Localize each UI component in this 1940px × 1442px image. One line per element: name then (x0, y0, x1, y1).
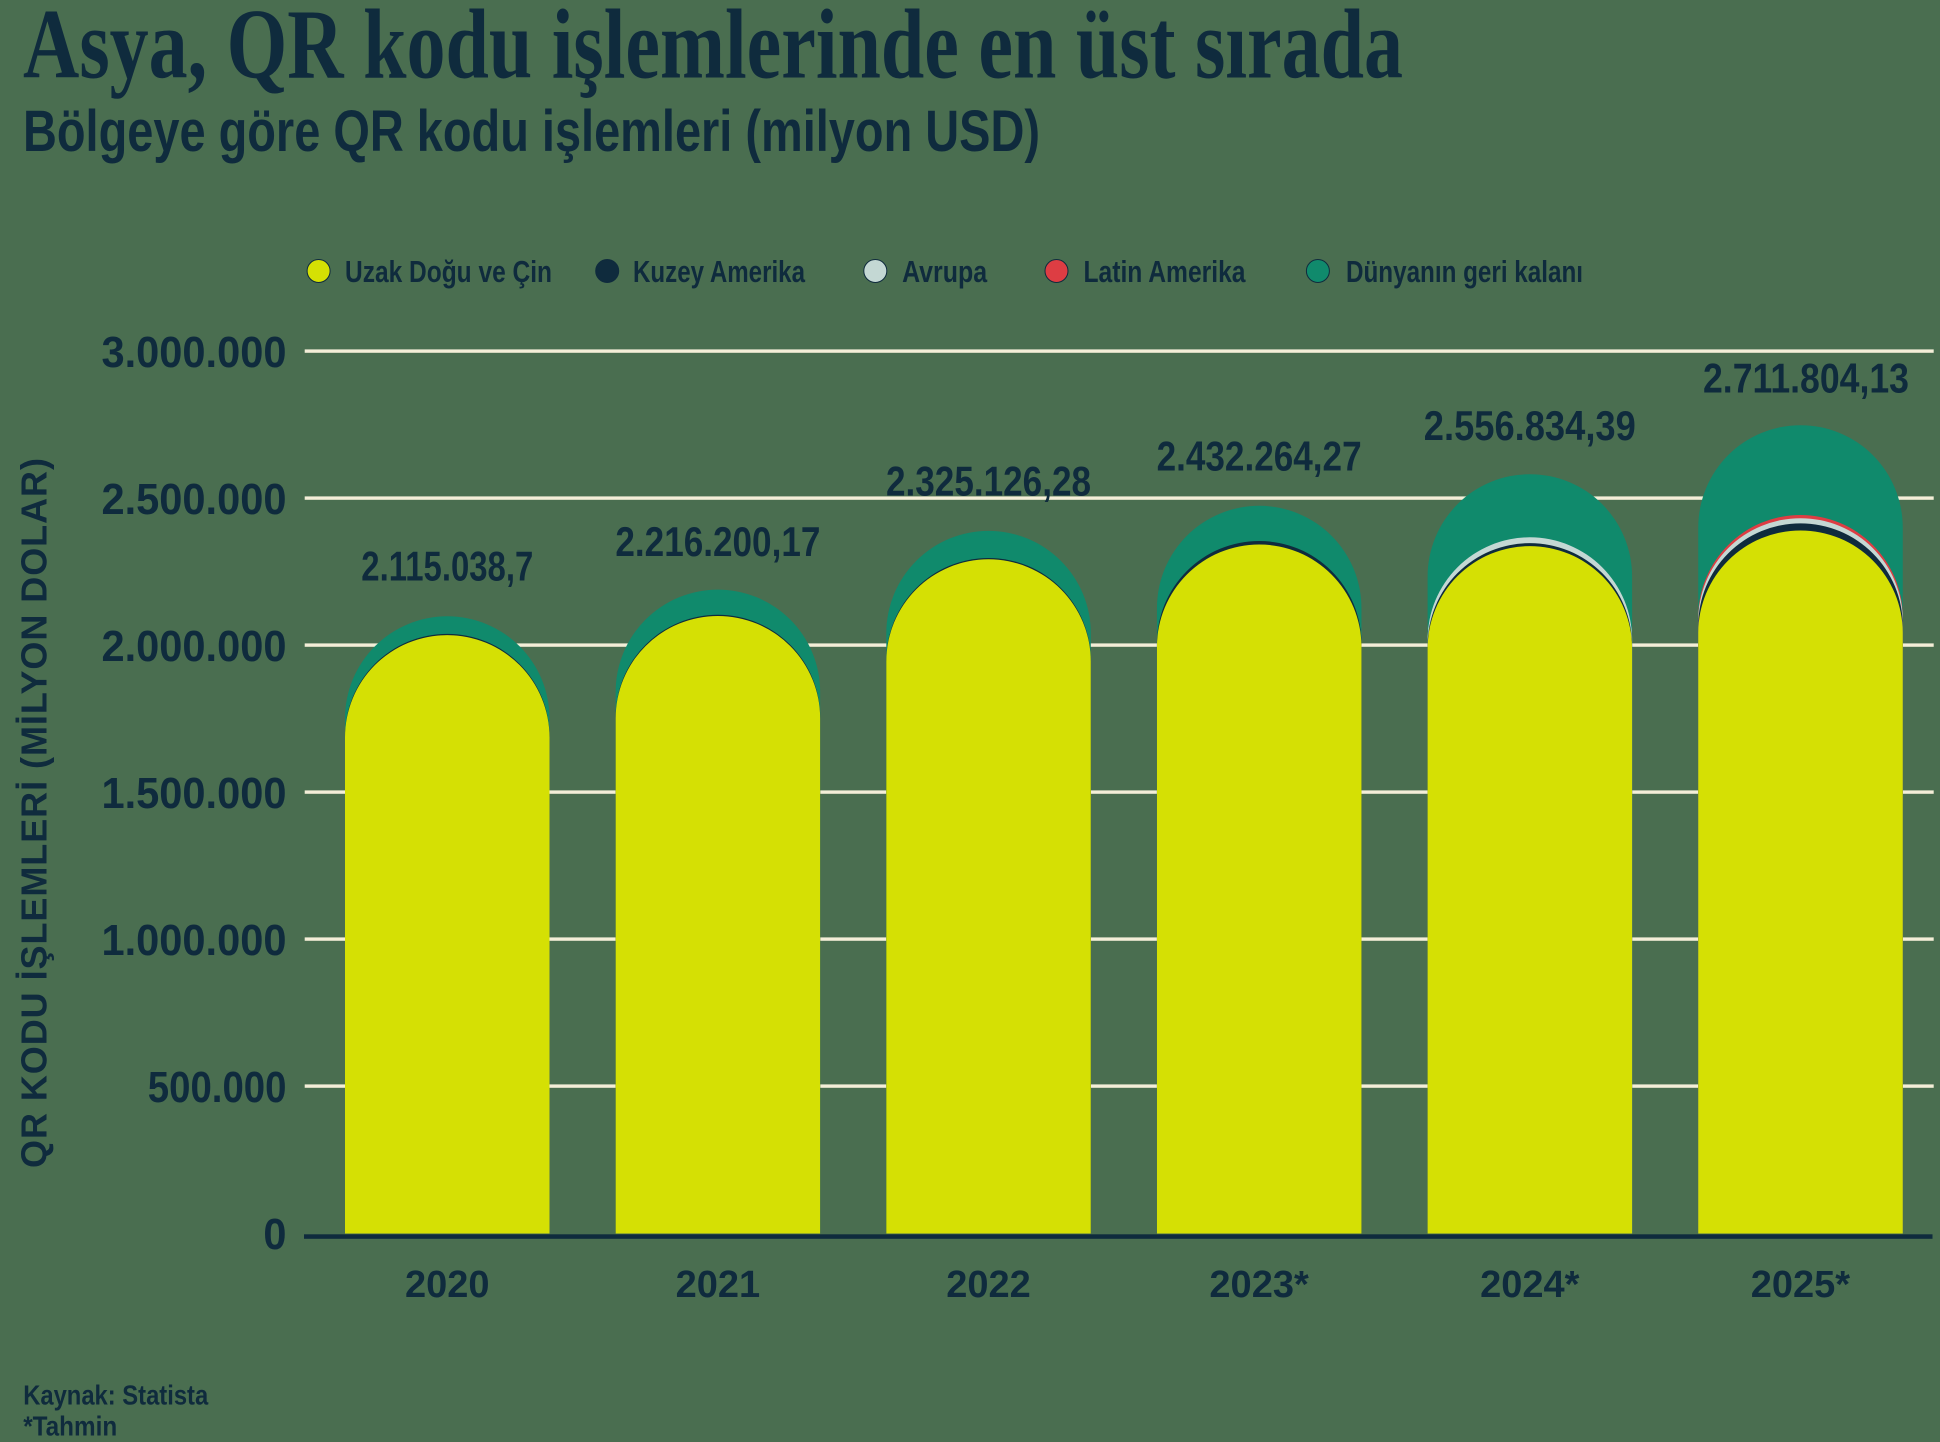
svg-text:*Tahmin: *Tahmin (23, 1411, 117, 1442)
svg-text:2.216.200,17: 2.216.200,17 (615, 518, 820, 565)
svg-text:Kaynak: Statista: Kaynak: Statista (23, 1380, 208, 1411)
svg-text:Latin Amerika: Latin Amerika (1084, 254, 1247, 289)
svg-text:2023*: 2023* (1209, 1264, 1309, 1306)
svg-text:QR KODU İŞLEMLERİ (MİLYON DOLA: QR KODU İŞLEMLERİ (MİLYON DOLAR) (14, 458, 55, 1168)
svg-text:2024*: 2024* (1480, 1264, 1580, 1306)
svg-text:Asya, QR kodu işlemlerinde en: Asya, QR kodu işlemlerinde en üst sırada (23, 0, 1403, 100)
svg-text:Kuzey Amerika: Kuzey Amerika (633, 254, 806, 289)
svg-text:2022: 2022 (946, 1264, 1031, 1306)
svg-text:2.325.126,28: 2.325.126,28 (886, 458, 1091, 505)
svg-text:3.000.000: 3.000.000 (102, 328, 287, 377)
svg-text:Uzak Doğu ve Çin: Uzak Doğu ve Çin (345, 254, 552, 289)
svg-text:2.711.804,13: 2.711.804,13 (1703, 355, 1909, 402)
svg-text:1.000.000: 1.000.000 (102, 916, 287, 965)
svg-text:2.556.834,39: 2.556.834,39 (1424, 402, 1636, 449)
svg-text:2.000.000: 2.000.000 (102, 622, 287, 671)
svg-text:2025*: 2025* (1751, 1264, 1851, 1306)
svg-text:500.000: 500.000 (148, 1063, 287, 1112)
svg-text:1.500.000: 1.500.000 (102, 769, 287, 818)
svg-text:Bölgeye göre QR kodu işlemleri: Bölgeye göre QR kodu işlemleri (milyon U… (23, 99, 1040, 164)
svg-text:Avrupa: Avrupa (902, 254, 988, 289)
svg-text:2021: 2021 (676, 1264, 761, 1306)
svg-text:2020: 2020 (405, 1264, 490, 1306)
svg-text:Dünyanın geri kalanı: Dünyanın geri kalanı (1346, 254, 1583, 289)
svg-text:2.432.264,27: 2.432.264,27 (1157, 433, 1362, 480)
svg-text:0: 0 (263, 1210, 286, 1259)
svg-text:2.500.000: 2.500.000 (102, 475, 287, 524)
svg-text:2.115.038,7: 2.115.038,7 (361, 543, 533, 590)
